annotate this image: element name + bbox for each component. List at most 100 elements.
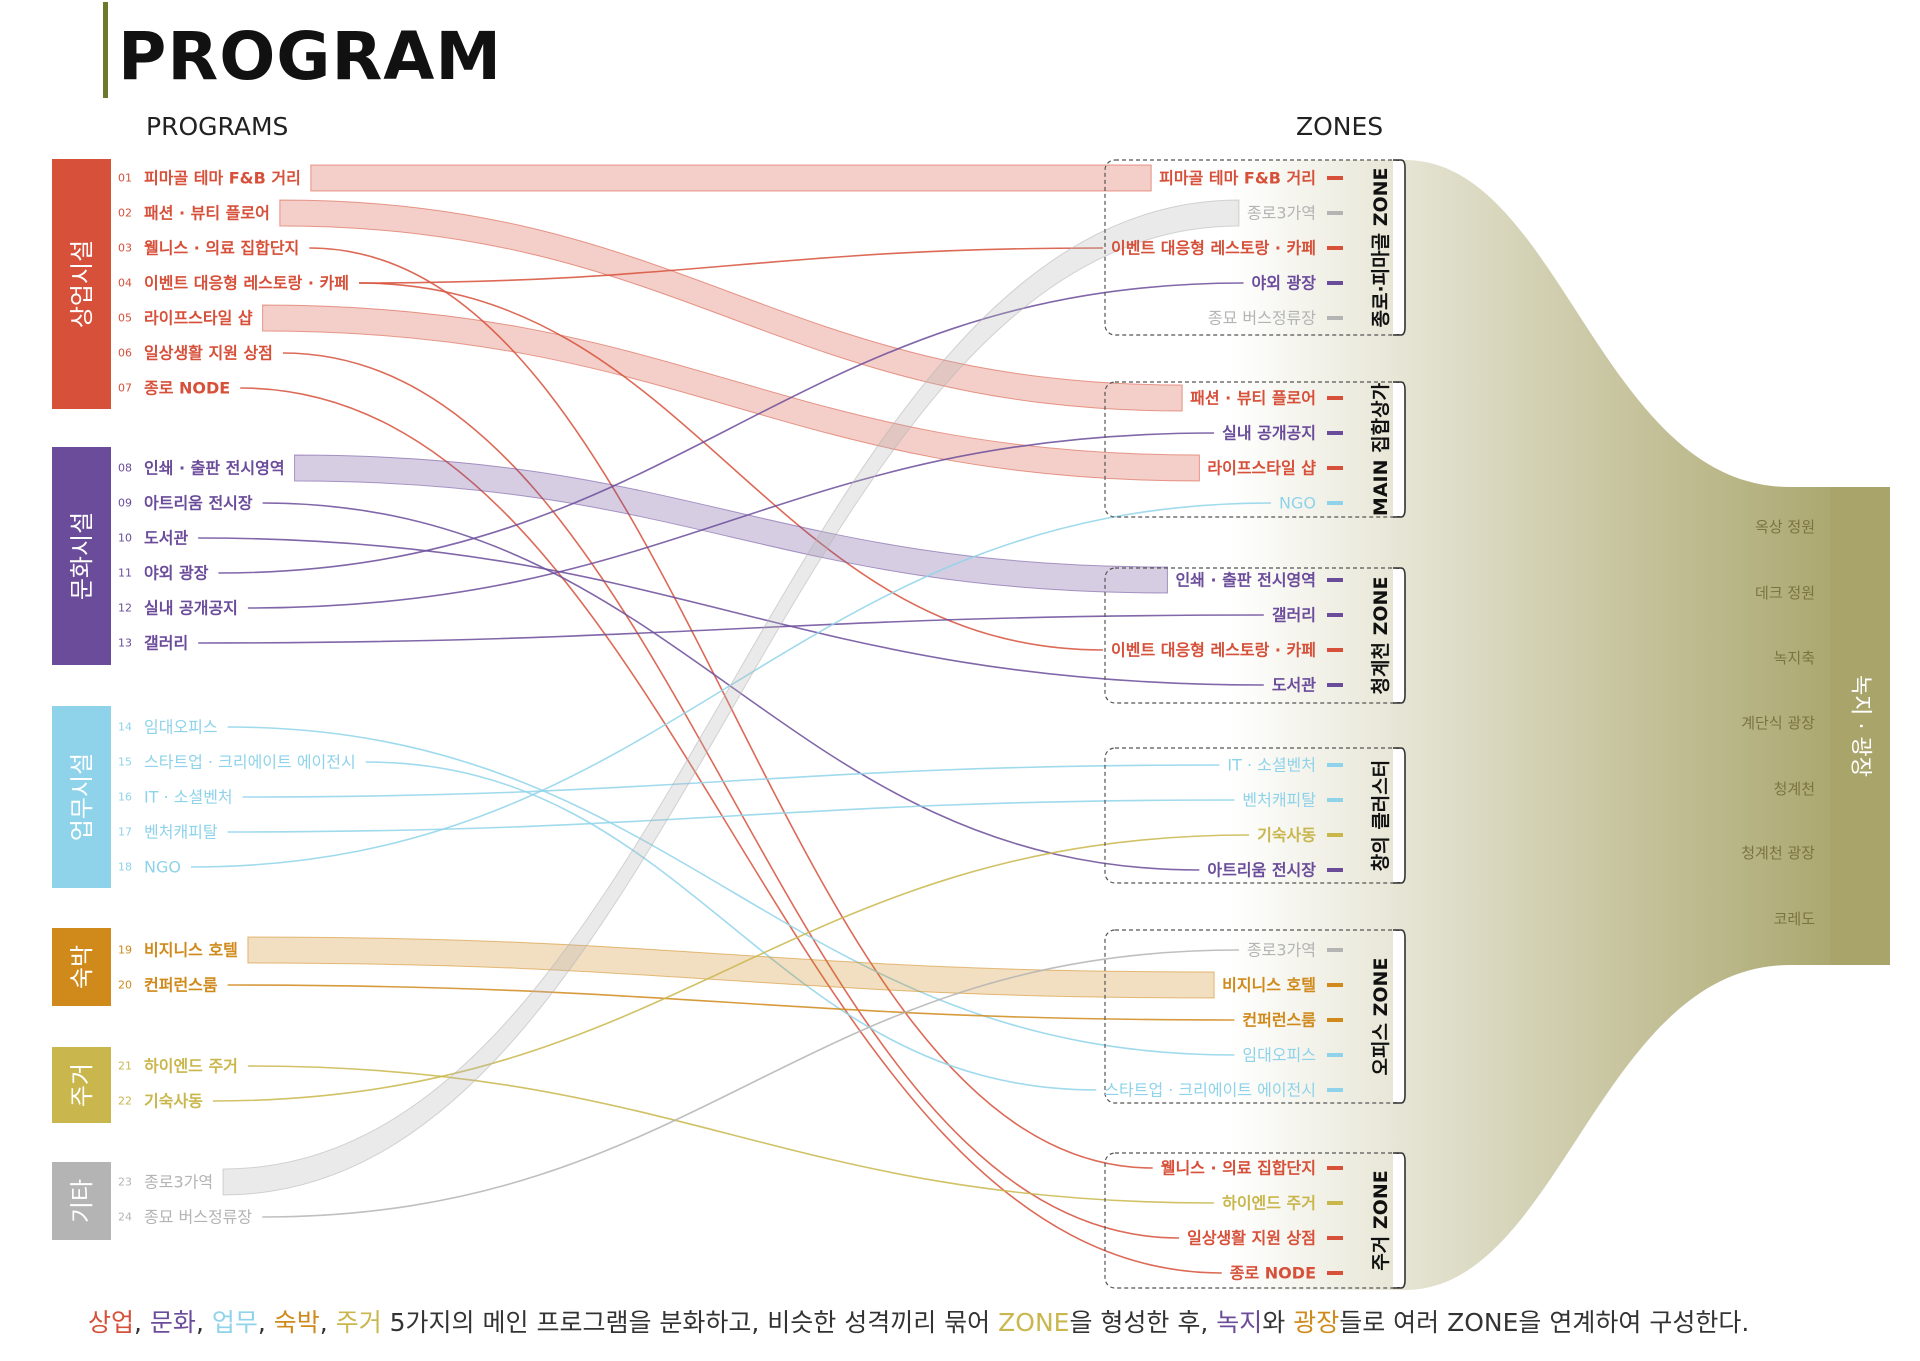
green-plaza-label: 녹지 · 광장: [1848, 675, 1873, 777]
program-number: 03: [118, 242, 132, 255]
flow-line: [227, 726, 1235, 1056]
zone-item-label: 기숙사동: [1257, 826, 1316, 845]
category-block-lodging: [52, 928, 111, 1006]
program-label: 피마골 테마 F&B 거리: [144, 169, 301, 188]
program-number: 09: [118, 497, 132, 510]
caption-segment: ZONE: [998, 1308, 1070, 1337]
zone-item-label: 하이엔드 주거: [1222, 1194, 1316, 1213]
zone-item-dash: [1327, 466, 1343, 470]
zone-box-edge: [1393, 161, 1405, 334]
program-label: 종묘 버스정류장: [144, 1208, 252, 1227]
zone-item-label: 이벤트 대응형 레스토랑 · 카페: [1111, 641, 1316, 660]
flow-line: [242, 764, 1220, 798]
zone-box-edge: [1393, 569, 1405, 702]
flow-line: [198, 614, 1264, 644]
caption-segment: ,: [195, 1308, 212, 1337]
zone-box-right-edge: [1393, 381, 1406, 518]
zone-item-label: 갤러리: [1272, 606, 1316, 625]
green-item-label: 녹지축: [1774, 649, 1815, 667]
caption-segment: 와: [1262, 1308, 1294, 1337]
program-number: 21: [118, 1060, 132, 1073]
program-label: IT · 소셜벤처: [144, 788, 233, 807]
zone-item-label: IT · 소셜벤처: [1227, 756, 1316, 775]
zone-item-dash: [1327, 1018, 1343, 1022]
zone-title: 주거 ZONE: [1370, 1170, 1392, 1270]
program-number: 17: [118, 826, 132, 839]
caption-segment: 을 형성한 후,: [1069, 1308, 1217, 1337]
category-label-culture: 문화시설: [68, 512, 96, 600]
caption-segment: 5가지의 메인 프로그램을 분화하고, 비슷한 성격끼리 묶어: [381, 1308, 999, 1337]
zone-item-dash: [1327, 868, 1343, 872]
zone-item-label: 종로 NODE: [1230, 1264, 1316, 1283]
caption-segment: ,: [257, 1308, 274, 1337]
program-number: 12: [118, 602, 132, 615]
zone-item-dash: [1327, 281, 1343, 285]
program-label: 하이엔드 주거: [144, 1057, 238, 1076]
zone-item-dash: [1327, 833, 1343, 837]
program-number: 22: [118, 1095, 132, 1108]
category-label-office: 업무시설: [68, 753, 96, 841]
green-item-label: 계단식 광장: [1741, 714, 1815, 732]
program-label: 도서관: [144, 529, 188, 548]
program-number: 14: [118, 721, 132, 734]
zone-box-right-edge: [1393, 159, 1406, 336]
flow-line: [262, 502, 1200, 871]
flow-band: [222, 199, 1240, 1196]
flow-line: [358, 282, 1104, 651]
program-number: 13: [118, 637, 132, 650]
program-label: 이벤트 대응형 레스토랑 · 카페: [144, 274, 349, 293]
green-item-label: 코레도: [1774, 910, 1816, 928]
flow-line: [218, 282, 1244, 574]
program-number: 18: [118, 861, 132, 874]
zone-item-label: 피마골 테마 F&B 거리: [1159, 169, 1316, 188]
program-label: NGO: [144, 858, 181, 877]
caption-segment: 녹지: [1216, 1308, 1263, 1337]
flow-line: [247, 432, 1215, 609]
zone-item-dash: [1327, 431, 1343, 435]
flow-line: [212, 834, 1250, 1102]
zone-item-label: 인쇄 · 출판 전시영역: [1175, 571, 1316, 590]
flow-line: [240, 387, 1222, 1274]
zone-box-right-edge: [1393, 929, 1406, 1104]
zone-title: 종로·피마골 ZONE: [1370, 167, 1392, 327]
zone-item-dash: [1327, 983, 1343, 987]
flow-line: [358, 247, 1104, 284]
caption-segment: ,: [319, 1308, 336, 1337]
caption-segment: 문화: [149, 1308, 196, 1337]
zone-item-dash: [1327, 683, 1343, 687]
caption-segment: 업무: [211, 1308, 258, 1337]
caption-segment: 광장: [1293, 1308, 1340, 1337]
zone-item-label: 컨퍼런스룸: [1242, 1011, 1316, 1030]
category-label-lodging: 숙박: [68, 945, 96, 989]
program-label: 기숙사동: [144, 1092, 203, 1111]
flow-band: [279, 199, 1183, 412]
zone-item-dash: [1327, 798, 1343, 802]
zone-item-dash: [1327, 1053, 1343, 1057]
zone-item-dash: [1327, 1236, 1343, 1240]
program-number: 19: [118, 944, 132, 957]
zone-item-label: 비지니스 호텔: [1222, 976, 1316, 995]
zone-item-label: 일상생활 지원 상점: [1187, 1229, 1316, 1248]
program-number: 15: [118, 756, 132, 769]
zone-item-label: 패션 · 뷰티 플로어: [1190, 389, 1316, 408]
zone-item-label: 라이프스타일 샵: [1207, 459, 1316, 478]
zone-box-right-edge: [1393, 1152, 1406, 1289]
zone-item-dash: [1327, 1201, 1343, 1205]
zone-title: 오피스 ZONE: [1370, 958, 1392, 1076]
title-accent-bar: [103, 2, 108, 98]
zone-item-dash: [1327, 211, 1343, 215]
category-block-commercial: [52, 159, 111, 409]
program-number: 05: [118, 312, 132, 325]
zone-item-label: 스타트업 · 크리에이트 에이전시: [1104, 1081, 1316, 1100]
zone-title: MAIN 집합상가: [1370, 382, 1392, 516]
zone-item-dash: [1327, 648, 1343, 652]
program-number: 11: [118, 567, 132, 580]
zone-box-edge: [1393, 931, 1405, 1102]
zone-item-dash: [1327, 763, 1343, 767]
page-title: PROGRAM: [118, 18, 503, 95]
category-label-etc: 기타: [68, 1179, 96, 1223]
zone-title: 창의 클러스터: [1370, 760, 1392, 872]
green-item-label: 청계천 광장: [1741, 844, 1815, 862]
zone-box-edge: [1393, 749, 1405, 882]
flow-band: [262, 304, 1200, 482]
